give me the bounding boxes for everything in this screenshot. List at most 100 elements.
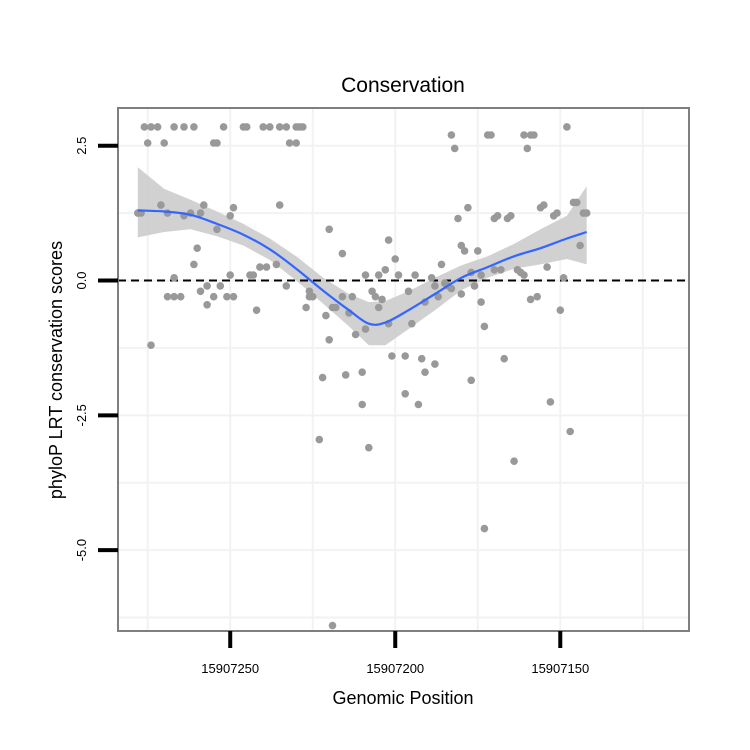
- data-point: [160, 139, 168, 147]
- data-point: [437, 260, 446, 269]
- y-tick-label: 2.5: [74, 137, 89, 155]
- data-point: [275, 201, 284, 209]
- data-point: [450, 144, 459, 153]
- data-point: [417, 354, 426, 363]
- data-point: [391, 255, 400, 263]
- data-point: [341, 371, 350, 379]
- plot-panel: [118, 108, 689, 631]
- data-point: [229, 203, 238, 212]
- data-point: [493, 212, 502, 220]
- data-point: [411, 271, 419, 279]
- data-point: [259, 123, 268, 131]
- data-point: [497, 266, 505, 274]
- data-point: [487, 131, 495, 139]
- data-point: [361, 271, 370, 279]
- data-point: [256, 263, 264, 271]
- data-point: [477, 298, 485, 306]
- data-point: [216, 282, 225, 290]
- data-point: [470, 282, 479, 290]
- data-point: [447, 284, 456, 293]
- data-point: [480, 322, 489, 331]
- data-point: [157, 201, 165, 209]
- data-point: [143, 139, 152, 147]
- data-point: [533, 292, 541, 301]
- data-point: [266, 123, 274, 131]
- data-point: [421, 368, 429, 377]
- grid-lines: [118, 108, 689, 631]
- data-point: [302, 303, 310, 312]
- data-points: [134, 123, 591, 630]
- data-point: [325, 336, 334, 344]
- data-point: [203, 282, 211, 290]
- data-point: [576, 241, 584, 250]
- data-point: [447, 131, 456, 139]
- data-point: [285, 139, 294, 147]
- data-point: [507, 212, 515, 220]
- data-point: [526, 295, 535, 304]
- data-point: [520, 131, 528, 139]
- data-point: [394, 271, 403, 279]
- data-point: [500, 354, 509, 363]
- data-point: [275, 123, 284, 131]
- x-axis: 15907250 15907200 15907150: [201, 631, 589, 676]
- data-point: [573, 198, 581, 207]
- data-point: [226, 271, 234, 279]
- data-point: [348, 292, 357, 301]
- data-point: [520, 271, 528, 279]
- data-point: [147, 341, 155, 350]
- data-point: [299, 123, 307, 131]
- data-point: [388, 352, 396, 360]
- data-point: [196, 209, 205, 217]
- data-point: [404, 287, 413, 296]
- data-point: [203, 301, 211, 309]
- data-point: [213, 225, 221, 234]
- data-point: [282, 123, 291, 131]
- data-point: [140, 123, 149, 131]
- data-point: [434, 292, 443, 301]
- data-point: [563, 123, 571, 131]
- data-point: [252, 306, 261, 315]
- data-point: [427, 274, 436, 282]
- x-tick-label: 15907200: [366, 661, 424, 676]
- data-point: [338, 249, 347, 258]
- data-point: [193, 244, 201, 252]
- data-point: [223, 292, 231, 301]
- y-tick-label: -2.5: [74, 404, 89, 426]
- data-point: [242, 123, 251, 131]
- data-point: [365, 443, 373, 452]
- data-point: [170, 274, 178, 282]
- data-point: [328, 621, 337, 630]
- data-point: [401, 352, 410, 360]
- data-point: [200, 201, 208, 209]
- data-point: [361, 325, 370, 333]
- data-point: [474, 247, 482, 255]
- data-point: [226, 212, 234, 220]
- data-point: [381, 266, 390, 274]
- data-point: [196, 287, 205, 296]
- data-point: [190, 123, 198, 131]
- data-point: [153, 123, 162, 131]
- y-axis: 2.5 0.0 -2.5 -5.0: [74, 137, 118, 561]
- y-axis-label: phyloP LRT conservation scores: [46, 241, 66, 499]
- data-point: [401, 390, 410, 398]
- data-point: [170, 292, 178, 301]
- data-point: [163, 209, 172, 217]
- data-point: [374, 303, 383, 312]
- data-point: [510, 457, 518, 466]
- data-point: [180, 123, 188, 131]
- data-point: [467, 376, 476, 385]
- data-point: [338, 292, 347, 301]
- data-point: [543, 263, 551, 271]
- data-point: [147, 123, 155, 131]
- data-point: [292, 139, 301, 147]
- x-axis-label: Genomic Position: [332, 688, 473, 708]
- data-point: [457, 290, 466, 298]
- data-point: [315, 435, 324, 444]
- data-point: [332, 303, 340, 312]
- smooth-line: [137, 209, 588, 326]
- confidence-band: [137, 167, 587, 346]
- data-point: [213, 139, 221, 147]
- data-point: [262, 263, 271, 271]
- data-point: [249, 271, 258, 279]
